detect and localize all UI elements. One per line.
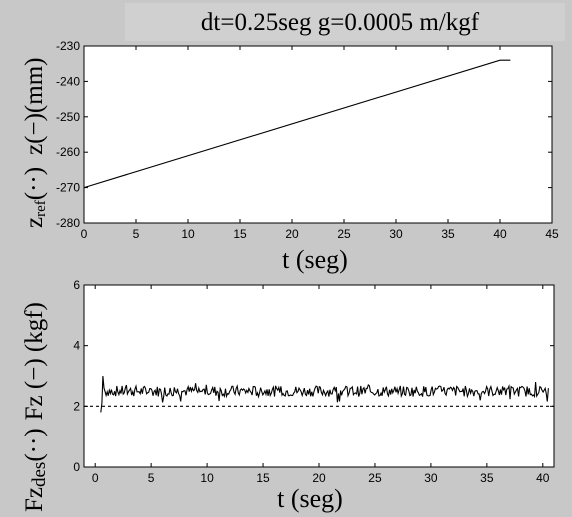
y-tick-label: 4 [73, 339, 80, 353]
y-tick-label: -230 [56, 39, 80, 53]
top-ylabel-main-mark: − [21, 121, 48, 135]
x-tick-label: 30 [424, 471, 438, 485]
top-plot: 0 5 10 15 20 25 30 35 40 45 -230-240-250-260-270-… [21, 39, 559, 274]
x-tick-label: 30 [389, 227, 403, 241]
y-tick-label: -260 [56, 145, 80, 159]
y-tick-label: -240 [56, 74, 80, 88]
bottom-ylabel-main-mark: − [21, 367, 48, 381]
bottom-x-axis-label: t (seg) [277, 484, 343, 513]
bottom-ylabel-ref-mark: (··) [21, 428, 48, 461]
figure-header: dt=0.25seg g=0.0005 m/kgf [201, 9, 480, 36]
header-background [125, 3, 565, 41]
x-tick-label: 20 [285, 227, 299, 241]
x-tick-label: 40 [493, 227, 507, 241]
x-tick-label: 0 [92, 471, 99, 485]
top-ylabel-main: z( [21, 136, 48, 155]
top-plot-area [83, 45, 553, 224]
x-tick-label: 15 [256, 471, 270, 485]
top-series [83, 59, 511, 189]
y-tick-label: -270 [56, 181, 80, 195]
y-tick-label: 2 [73, 399, 80, 413]
y-tick-label: 0 [73, 460, 80, 474]
bottom-series-line-measured [100, 375, 549, 413]
x-tick-label: 35 [441, 227, 455, 241]
top-ylabel-ref-mark: (··) [21, 167, 48, 200]
x-tick-label: 10 [200, 471, 214, 485]
bottom-series [84, 375, 554, 413]
svg-text:Fzdes(··)Fz (−) (kgf): Fzdes(··) Fz (−) (kgf) [21, 302, 50, 512]
x-tick-label: 25 [337, 227, 351, 241]
top-x-axis-label: t (seg) [282, 245, 348, 274]
bottom-ylabel-main: Fz ( [21, 381, 48, 421]
bottom-x-ticks: 0 5 10 15 20 25 30 35 40 [92, 285, 550, 485]
top-series-line-measured [83, 59, 511, 189]
x-tick-label: 5 [148, 471, 155, 485]
x-tick-label: 5 [133, 227, 140, 241]
x-tick-label: 0 [81, 227, 88, 241]
svg-text:zref(··)z(−)(mm): zref(··) z(−)(mm) [21, 58, 49, 228]
y-tick-label: -280 [56, 216, 80, 230]
bottom-plot-area [83, 284, 555, 468]
x-tick-label: 20 [312, 471, 326, 485]
x-tick-label: 15 [233, 227, 247, 241]
y-tick-label: -250 [56, 110, 80, 124]
x-tick-label: 40 [536, 471, 550, 485]
bottom-y-axis-label: Fzdes(··) Fz (−) (kgf) [21, 302, 50, 512]
top-x-ticks: 0 5 10 15 20 25 30 35 40 45 [81, 46, 559, 241]
top-y-axis-label: zref(··) z(−)(mm) [21, 58, 49, 228]
y-tick-label: 6 [73, 278, 80, 292]
x-tick-label: 45 [545, 227, 559, 241]
x-tick-label: 25 [368, 471, 382, 485]
x-tick-label: 35 [480, 471, 494, 485]
bottom-ylabel-main-unit: ) (kgf) [21, 302, 48, 367]
bottom-ylabel-ref-sub: des [29, 462, 50, 487]
top-ylabel-ref: z [21, 217, 48, 228]
top-ylabel-main-unit: )(mm) [21, 58, 48, 122]
x-tick-label: 10 [181, 227, 195, 241]
bottom-ylabel-ref: Fz [21, 487, 48, 512]
top-ylabel-ref-sub: ref [33, 200, 49, 217]
top-y-ticks: -230 -240 -250 -260 -270 -280 [56, 39, 552, 230]
